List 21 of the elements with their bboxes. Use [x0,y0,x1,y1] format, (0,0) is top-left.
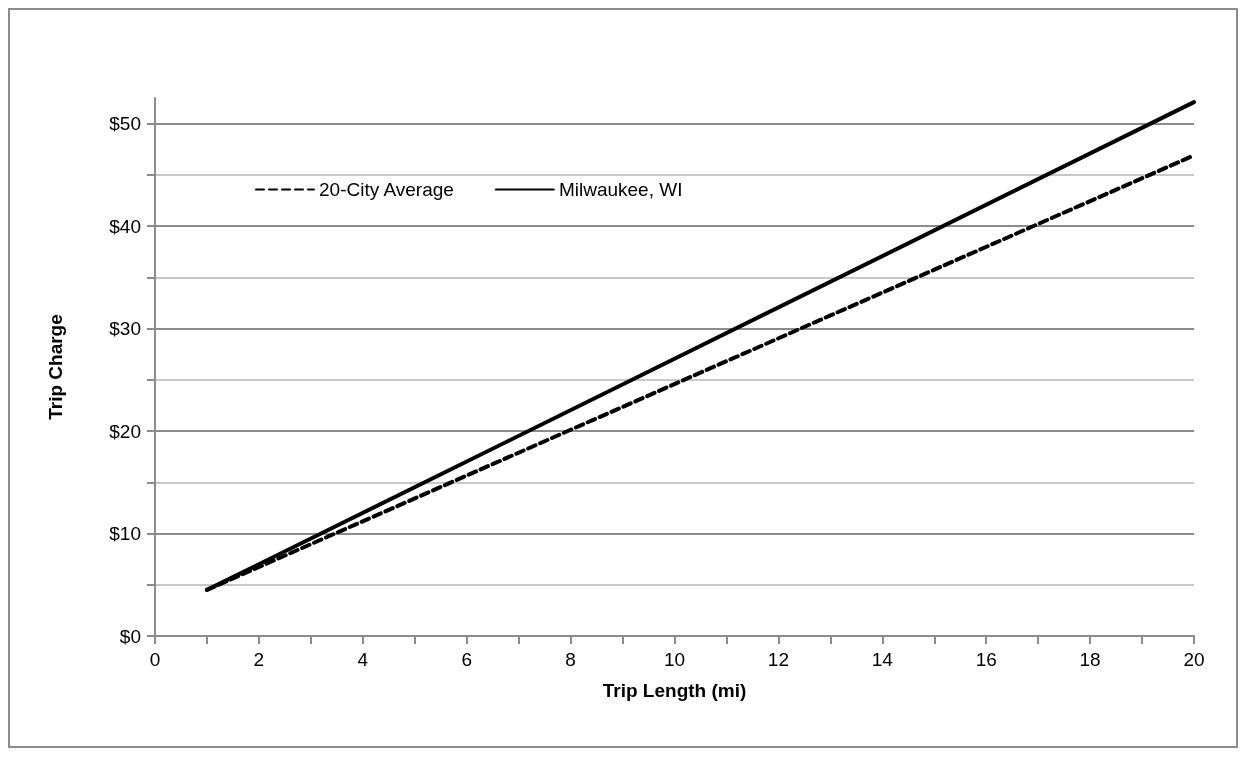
y-tick-label: $30 [109,318,141,340]
x-tick-label: 18 [1079,649,1101,670]
x-tick-label: 6 [461,649,472,670]
y-tick-label: $20 [109,420,141,442]
x-tick-label: 0 [149,649,161,670]
x-tick-label: 10 [663,649,686,670]
y-tick-label: $10 [109,523,141,545]
x-tick-label: 2 [253,649,265,670]
x-tick-label: 12 [767,649,789,670]
y-tick-label: $50 [109,113,141,135]
y-axis-title: Trip Charge [45,314,66,420]
x-tick-label: 8 [565,649,576,670]
legend-label: Milwaukee, WI [558,179,683,200]
x-tick-label: 4 [357,649,369,670]
y-tick-label: $0 [119,625,141,647]
x-tick-label: 16 [975,649,997,670]
legend-label: 20-City Average [319,179,454,200]
x-axis-title: Trip Length (mi) [602,680,747,701]
y-tick-label: $40 [109,215,141,237]
x-tick-label: 20 [1183,649,1205,670]
x-tick-label: 14 [871,649,894,670]
